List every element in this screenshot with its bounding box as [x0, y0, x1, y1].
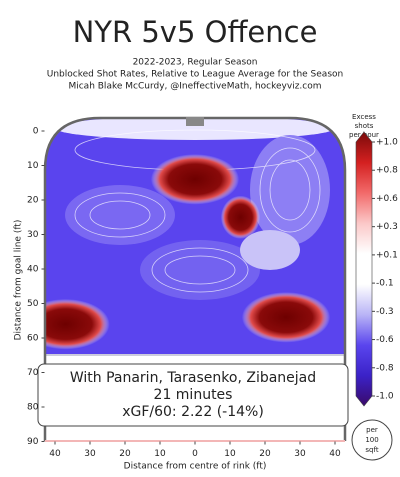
colorbar-tick-label: +0.3: [376, 222, 398, 232]
colorbar-tick-label: -0.8: [376, 363, 394, 373]
y-tick-label: 20: [27, 196, 39, 206]
y-tick-label: 70: [27, 368, 39, 378]
subtitle: 2022-2023, Regular Season: [133, 58, 258, 68]
x-tick-label: 20: [259, 449, 271, 459]
unit-note: sqft: [365, 446, 378, 454]
y-tick-label: 0: [33, 127, 39, 137]
colorbar-label: Excess: [352, 113, 376, 121]
subtitle: Unblocked Shot Rates, Relative to League…: [47, 70, 343, 80]
unit-note: 100: [365, 436, 378, 444]
x-tick-label: 10: [154, 449, 166, 459]
colorbar-tick-label: -0.3: [376, 307, 394, 317]
y-tick-label: 60: [27, 334, 39, 344]
colorbar: [355, 131, 373, 407]
colorbar-label: shots: [355, 122, 374, 130]
y-tick-label: 40: [27, 265, 39, 275]
annotation: 21 minutes: [154, 387, 233, 403]
colorbar-tick-label: -1.0: [376, 392, 394, 402]
hotspot: [241, 292, 331, 343]
colorbar-tick-label: +0.1: [376, 250, 398, 260]
unit-note: per: [366, 426, 378, 434]
x-tick-label: 30: [84, 449, 96, 459]
y-tick-label: 80: [27, 403, 39, 413]
annotation: With Panarin, Tarasenko, Zibanejad: [70, 370, 316, 386]
heat-light: [250, 135, 330, 245]
chart-title: NYR 5v5 Offence: [73, 15, 318, 49]
hotspot: [150, 154, 240, 205]
contours: [74, 129, 321, 293]
x-tick-label: 40: [329, 449, 341, 459]
colorbar-tick-label: -0.6: [376, 335, 394, 345]
goal-net: [186, 117, 204, 126]
x-axis-label: Distance from centre of rink (ft): [124, 462, 267, 472]
heat-light: [240, 230, 300, 270]
x-tick-label: 20: [119, 449, 131, 459]
heat-light: [140, 240, 260, 300]
y-tick-label: 10: [27, 161, 39, 171]
colorbar-tick-label: +0.6: [376, 194, 398, 204]
hotspot: [220, 195, 261, 239]
x-tick-label: 40: [49, 449, 61, 459]
x-tick-label: 0: [192, 449, 198, 459]
unit-circle: [351, 419, 393, 461]
annotation: xGF/60: 2.22 (-14%): [122, 404, 264, 420]
heat-light: [65, 185, 175, 245]
annotation-box: [37, 363, 349, 427]
subtitle: Micah Blake McCurdy, @IneffectiveMath, h…: [68, 82, 321, 92]
y-tick-label: 50: [27, 299, 39, 309]
colorbar-tick-label: -0.1: [376, 279, 394, 289]
y-tick-label: 90: [27, 437, 39, 447]
x-tick-label: 10: [224, 449, 236, 459]
colorbar-tick-label: +1.0: [376, 138, 398, 148]
colorbar-tick-label: +0.8: [376, 166, 398, 176]
y-axis-label: Distance from goal line (ft): [14, 220, 24, 341]
hotspot: [45, 299, 110, 350]
y-tick-label: 30: [27, 230, 39, 240]
x-tick-label: 30: [294, 449, 306, 459]
